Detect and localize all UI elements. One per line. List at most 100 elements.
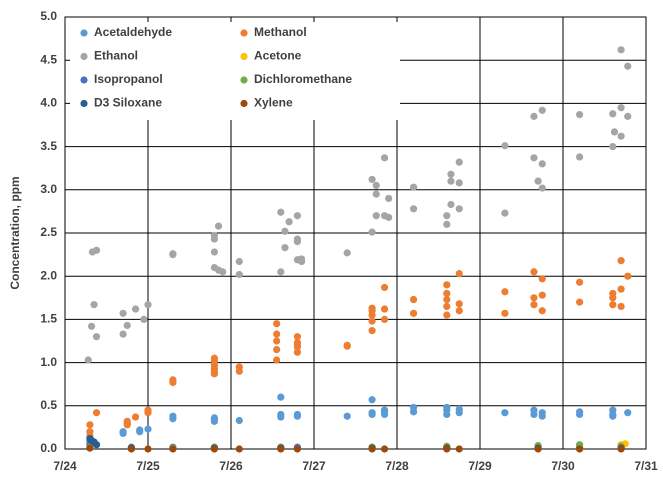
y-tick-label: 2.0: [40, 268, 57, 282]
legend-marker: [240, 99, 248, 108]
point: [538, 275, 546, 283]
point: [140, 315, 148, 323]
point: [617, 46, 625, 54]
point: [92, 246, 101, 254]
point: [293, 445, 301, 453]
y-tick-label: 0.5: [40, 398, 57, 412]
point: [277, 393, 285, 401]
point: [372, 212, 380, 220]
legend-marker: [80, 99, 88, 108]
point: [144, 301, 152, 309]
point: [293, 333, 301, 341]
point: [385, 213, 393, 222]
point: [368, 307, 376, 315]
point: [273, 320, 281, 328]
legend-label: D3 Siloxane: [94, 96, 162, 110]
point: [447, 177, 455, 185]
point: [169, 378, 177, 387]
point: [368, 327, 376, 335]
point: [169, 412, 177, 420]
point: [343, 412, 351, 420]
point: [576, 111, 584, 119]
point: [380, 154, 389, 162]
y-tick-label: 1.5: [40, 312, 57, 326]
point: [447, 200, 455, 209]
point: [443, 212, 451, 220]
legend-label: Isopropanol: [94, 72, 163, 86]
x-tick-label: 7/26: [219, 459, 243, 473]
point: [368, 409, 376, 417]
point: [297, 255, 306, 263]
point: [538, 412, 546, 420]
point: [144, 406, 152, 414]
point: [501, 142, 509, 150]
point: [617, 132, 625, 140]
point: [131, 413, 140, 421]
point: [609, 294, 617, 302]
legend-marker: [240, 29, 248, 37]
point: [380, 305, 389, 313]
point: [534, 177, 542, 185]
point: [410, 183, 418, 191]
point: [281, 227, 289, 235]
point: [210, 361, 218, 369]
legend-label: Acetone: [254, 49, 302, 63]
point: [169, 445, 177, 453]
point: [576, 445, 584, 453]
point: [624, 272, 632, 280]
point: [530, 301, 538, 309]
legend-marker: [240, 76, 248, 84]
x-tick-label: 7/24: [53, 459, 77, 473]
point: [92, 441, 101, 449]
point: [368, 317, 376, 325]
point: [210, 445, 218, 453]
point: [84, 356, 92, 364]
point: [530, 294, 538, 302]
point: [443, 220, 451, 228]
point: [443, 445, 451, 453]
legend-marker: [80, 76, 88, 84]
point: [368, 445, 376, 453]
x-tick-label: 7/29: [468, 459, 492, 473]
point: [277, 268, 285, 276]
point: [144, 425, 152, 433]
point: [380, 445, 389, 453]
point: [455, 300, 463, 308]
point: [273, 337, 281, 345]
y-tick-label: 3.5: [40, 139, 57, 153]
point: [410, 205, 418, 213]
plot-border: [64, 16, 647, 450]
point: [538, 291, 546, 299]
y-tick-label: 4.0: [40, 96, 57, 110]
point: [538, 307, 546, 315]
y-tick-label: 1.0: [40, 355, 57, 369]
point: [443, 295, 451, 304]
point: [501, 209, 509, 217]
point: [293, 410, 301, 419]
point: [277, 410, 285, 419]
point: [380, 283, 389, 292]
point: [385, 194, 393, 203]
point: [576, 410, 584, 419]
point: [530, 268, 538, 276]
point: [343, 342, 351, 350]
point: [235, 416, 243, 425]
x-tick-label: 7/30: [551, 459, 575, 473]
point: [92, 333, 101, 341]
point: [576, 298, 584, 306]
point: [455, 205, 463, 213]
point: [343, 249, 351, 257]
point: [235, 367, 243, 375]
point: [538, 184, 546, 192]
point: [609, 143, 617, 151]
point: [538, 106, 546, 114]
point: [136, 428, 144, 436]
point: [443, 289, 451, 298]
point: [293, 235, 301, 243]
point: [617, 285, 625, 293]
point: [410, 408, 418, 416]
y-axis-title: Concentration, ppm: [8, 176, 22, 289]
point: [624, 112, 632, 120]
point: [530, 154, 538, 162]
point: [624, 62, 632, 70]
